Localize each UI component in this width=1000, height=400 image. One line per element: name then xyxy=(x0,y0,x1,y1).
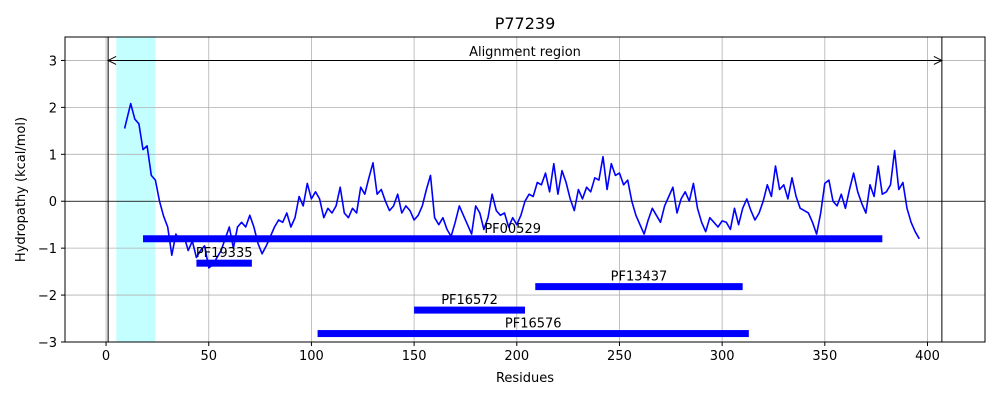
y-axis-label: Hydropathy (kcal/mol) xyxy=(14,117,29,262)
plot-area: Alignment region PF00529 PF19335 PF13437 PF1… xyxy=(38,36,986,364)
domain-label-pf00529: PF00529 xyxy=(484,222,541,237)
domain-label-pf19335: PF19335 xyxy=(196,246,253,261)
y-tick-label: 0 xyxy=(49,195,57,210)
x-tick-label: 400 xyxy=(915,349,940,364)
y-tick-label: −3 xyxy=(38,336,57,351)
y-tick-label: 1 xyxy=(49,148,57,163)
x-tick-label: 300 xyxy=(710,349,735,364)
domain-bar-pf13437 xyxy=(535,283,743,291)
domain-bar-pf19335 xyxy=(196,259,252,267)
alignment-region-label: Alignment region xyxy=(469,45,581,60)
domain-bar-pf16576 xyxy=(317,330,749,338)
hydropathy-line xyxy=(123,102,920,269)
x-tick-label: 100 xyxy=(299,349,324,364)
domain-label-pf16572: PF16572 xyxy=(441,293,498,308)
x-tick-label: 250 xyxy=(607,349,632,364)
y-tick-label: −2 xyxy=(38,289,57,304)
x-tick-label: 0 xyxy=(102,349,110,364)
y-tick-label: −1 xyxy=(38,242,57,257)
x-tick-label: 200 xyxy=(504,349,529,364)
domain-bar-pf00529 xyxy=(143,235,883,243)
x-tick-label: 50 xyxy=(200,349,217,364)
domain-label-pf13437: PF13437 xyxy=(611,270,668,285)
axes-frame xyxy=(64,36,986,343)
y-tick-label: 3 xyxy=(49,54,57,69)
y-tick-label: 2 xyxy=(49,101,57,116)
chart-title: P77239 xyxy=(495,14,556,33)
signal-peptide-highlight xyxy=(116,37,156,342)
domain-label-pf16576: PF16576 xyxy=(505,317,562,332)
x-axis-label: Residues xyxy=(496,371,554,386)
x-tick-label: 350 xyxy=(812,349,837,364)
domain-bar-pf16572 xyxy=(414,306,525,314)
x-tick-label: 150 xyxy=(402,349,427,364)
